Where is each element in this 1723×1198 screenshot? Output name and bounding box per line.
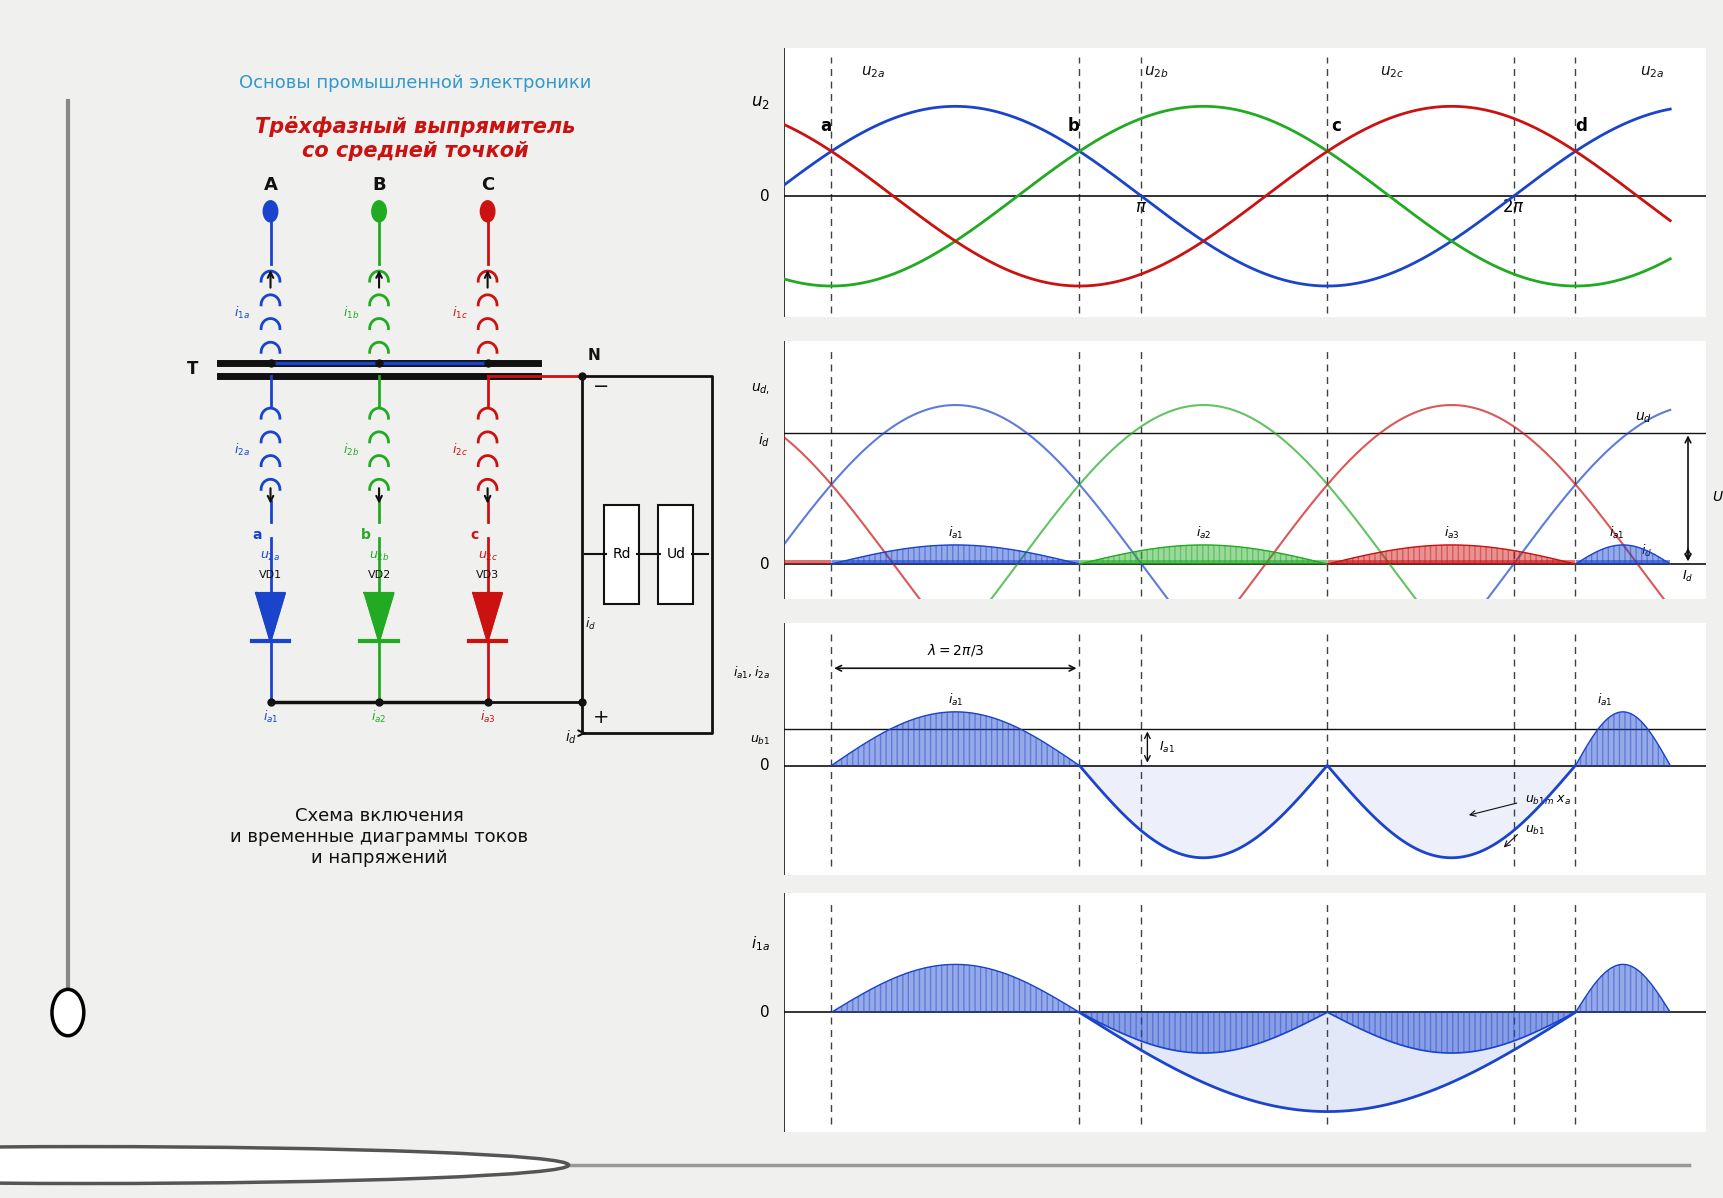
Text: 0: 0 <box>760 188 770 204</box>
Text: $i_{2c}$: $i_{2c}$ <box>451 442 467 458</box>
Text: $i_{a3}$: $i_{a3}$ <box>1444 525 1459 541</box>
Text: $u_{b1m}$ $x_a$: $u_{b1m}$ $x_a$ <box>1525 793 1571 806</box>
Text: a: a <box>252 527 262 541</box>
Text: C: C <box>481 176 495 194</box>
Text: +: + <box>593 708 608 727</box>
Polygon shape <box>365 593 393 641</box>
Text: VD3: VD3 <box>476 570 500 580</box>
Text: $i_d$: $i_d$ <box>1642 543 1652 558</box>
Text: $i_{2b}$: $i_{2b}$ <box>343 442 358 458</box>
Text: $u_{2a}$: $u_{2a}$ <box>260 550 281 563</box>
Text: $i_{a3}$: $i_{a3}$ <box>479 708 496 725</box>
Text: $u_{2a}$: $u_{2a}$ <box>1640 63 1664 79</box>
Text: $i_{a2}$: $i_{a2}$ <box>372 708 386 725</box>
Polygon shape <box>474 593 501 641</box>
Circle shape <box>264 201 277 222</box>
Text: $u_{b1}$: $u_{b1}$ <box>750 734 770 746</box>
Text: $u_d$: $u_d$ <box>1635 411 1652 425</box>
Text: $u_{d,}$: $u_{d,}$ <box>751 382 770 397</box>
Text: a: a <box>820 117 830 135</box>
Text: Трёхфазный выпрямитель
со средней точкой: Трёхфазный выпрямитель со средней точкой <box>255 116 575 161</box>
Circle shape <box>481 201 495 222</box>
Text: b: b <box>360 527 370 541</box>
Text: $i_{a1}$: $i_{a1}$ <box>948 691 963 708</box>
Text: Основы промышленной электроники: Основы промышленной электроники <box>239 74 591 92</box>
Text: $U_d$: $U_d$ <box>1711 490 1723 507</box>
Text: $i_{2a}$: $i_{2a}$ <box>234 442 250 458</box>
Circle shape <box>0 1146 569 1184</box>
Text: Ud: Ud <box>667 547 686 562</box>
Text: d: d <box>1575 117 1587 135</box>
Text: Rd: Rd <box>612 547 631 562</box>
Text: $i_{a1}$: $i_{a1}$ <box>1609 525 1625 541</box>
Text: b: b <box>1068 117 1079 135</box>
Text: B: B <box>372 176 386 194</box>
Text: $i_d$: $i_d$ <box>758 431 770 449</box>
Polygon shape <box>257 593 284 641</box>
Text: $\pi$: $\pi$ <box>1135 199 1148 217</box>
Circle shape <box>372 201 386 222</box>
Text: $u_{2b}$: $u_{2b}$ <box>1144 63 1168 79</box>
Circle shape <box>52 990 84 1036</box>
Text: VD2: VD2 <box>367 570 391 580</box>
Text: $u_{2a}$: $u_{2a}$ <box>862 63 886 79</box>
FancyBboxPatch shape <box>605 504 639 604</box>
Text: c: c <box>1330 117 1340 135</box>
Text: $u_2$: $u_2$ <box>751 92 770 111</box>
Text: $I_{a1}$: $I_{a1}$ <box>1160 739 1175 755</box>
Text: A: A <box>264 176 277 194</box>
Text: $i_{a1}, i_{2a}$: $i_{a1}, i_{2a}$ <box>732 665 770 682</box>
Text: Схема включения
и временные диаграммы токов
и напряжений: Схема включения и временные диаграммы то… <box>229 807 529 866</box>
Text: $i_{a1}$: $i_{a1}$ <box>1597 691 1613 708</box>
Text: N: N <box>588 347 600 363</box>
Text: $i_d$: $i_d$ <box>586 616 596 633</box>
Text: $i_{a1}$: $i_{a1}$ <box>262 708 279 725</box>
Text: $i_{1a}$: $i_{1a}$ <box>234 304 250 321</box>
Text: $i_{1c}$: $i_{1c}$ <box>451 304 467 321</box>
Text: $u_{2b}$: $u_{2b}$ <box>369 550 389 563</box>
Text: $u_{2c}$: $u_{2c}$ <box>1380 63 1404 79</box>
Text: $i_{1b}$: $i_{1b}$ <box>343 304 358 321</box>
Text: VD1: VD1 <box>258 570 283 580</box>
Text: $\lambda=2\pi/3$: $\lambda=2\pi/3$ <box>927 642 984 659</box>
Text: 0: 0 <box>760 557 770 571</box>
Text: $i_d$: $i_d$ <box>565 728 577 746</box>
Text: 0: 0 <box>760 1005 770 1019</box>
Text: 0: 0 <box>760 758 770 773</box>
Text: $u_{b1}$: $u_{b1}$ <box>1525 823 1546 836</box>
Text: $I_d$: $I_d$ <box>1682 569 1694 583</box>
Text: c: c <box>470 527 479 541</box>
Text: $u_{2c}$: $u_{2c}$ <box>477 550 498 563</box>
Text: $2\pi$: $2\pi$ <box>1502 199 1525 217</box>
Text: $i_{a1}$: $i_{a1}$ <box>948 525 963 541</box>
Text: $i_{a2}$: $i_{a2}$ <box>1196 525 1211 541</box>
Text: −: − <box>593 376 608 395</box>
FancyBboxPatch shape <box>658 504 693 604</box>
Text: $i_{1a}$: $i_{1a}$ <box>751 934 770 954</box>
Text: T: T <box>186 361 198 379</box>
